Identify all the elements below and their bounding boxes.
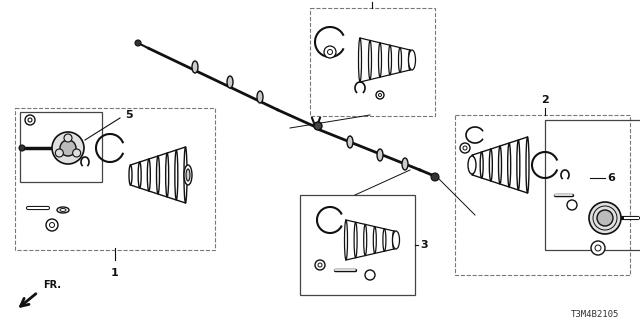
- Circle shape: [64, 134, 72, 142]
- Ellipse shape: [388, 45, 392, 75]
- Text: 5: 5: [125, 110, 132, 120]
- Circle shape: [567, 200, 577, 210]
- Ellipse shape: [480, 152, 483, 178]
- Circle shape: [28, 118, 32, 122]
- Ellipse shape: [499, 146, 502, 184]
- Ellipse shape: [408, 50, 412, 70]
- Circle shape: [591, 241, 605, 255]
- Circle shape: [318, 263, 322, 267]
- Ellipse shape: [166, 153, 169, 197]
- Circle shape: [365, 270, 375, 280]
- Ellipse shape: [57, 207, 69, 213]
- Ellipse shape: [408, 50, 415, 70]
- Ellipse shape: [186, 169, 190, 181]
- Ellipse shape: [192, 61, 198, 73]
- Circle shape: [376, 91, 384, 99]
- Circle shape: [73, 149, 81, 157]
- Circle shape: [25, 115, 35, 125]
- Circle shape: [431, 173, 439, 181]
- Ellipse shape: [392, 231, 399, 249]
- Ellipse shape: [383, 229, 386, 251]
- Ellipse shape: [402, 158, 408, 170]
- Circle shape: [324, 46, 336, 58]
- Ellipse shape: [508, 143, 511, 187]
- Circle shape: [60, 140, 76, 156]
- Ellipse shape: [526, 137, 529, 193]
- Text: 1: 1: [111, 268, 119, 278]
- Ellipse shape: [347, 136, 353, 148]
- Ellipse shape: [373, 227, 376, 253]
- Circle shape: [135, 40, 141, 46]
- Circle shape: [55, 149, 63, 157]
- Ellipse shape: [184, 147, 187, 203]
- Circle shape: [314, 122, 322, 130]
- Ellipse shape: [358, 38, 362, 82]
- Ellipse shape: [369, 40, 371, 80]
- Circle shape: [589, 202, 621, 234]
- Circle shape: [46, 219, 58, 231]
- Ellipse shape: [138, 162, 141, 188]
- Ellipse shape: [175, 150, 178, 200]
- Text: 2: 2: [541, 95, 549, 105]
- Text: T3M4B2105: T3M4B2105: [571, 310, 619, 319]
- Ellipse shape: [517, 140, 520, 190]
- Ellipse shape: [184, 165, 192, 185]
- Ellipse shape: [468, 156, 476, 174]
- Circle shape: [595, 245, 601, 251]
- Text: 3: 3: [420, 240, 428, 250]
- Ellipse shape: [392, 231, 396, 249]
- Ellipse shape: [378, 43, 381, 77]
- Ellipse shape: [364, 224, 367, 256]
- Ellipse shape: [344, 220, 348, 260]
- Text: FR.: FR.: [43, 280, 61, 290]
- Circle shape: [19, 145, 25, 151]
- Circle shape: [328, 50, 333, 54]
- Ellipse shape: [257, 91, 263, 103]
- Circle shape: [52, 132, 84, 164]
- Circle shape: [463, 146, 467, 150]
- Ellipse shape: [147, 159, 150, 191]
- Text: 4: 4: [368, 0, 376, 1]
- Ellipse shape: [399, 48, 401, 72]
- Text: 6: 6: [607, 173, 615, 183]
- Ellipse shape: [377, 149, 383, 161]
- Ellipse shape: [60, 209, 66, 212]
- Circle shape: [49, 222, 54, 228]
- Circle shape: [315, 260, 325, 270]
- Ellipse shape: [227, 76, 233, 88]
- Ellipse shape: [490, 149, 492, 181]
- Ellipse shape: [354, 222, 357, 258]
- Circle shape: [460, 143, 470, 153]
- Circle shape: [597, 210, 613, 226]
- Ellipse shape: [157, 156, 159, 194]
- Ellipse shape: [471, 155, 474, 175]
- Circle shape: [378, 93, 381, 97]
- Ellipse shape: [129, 165, 132, 185]
